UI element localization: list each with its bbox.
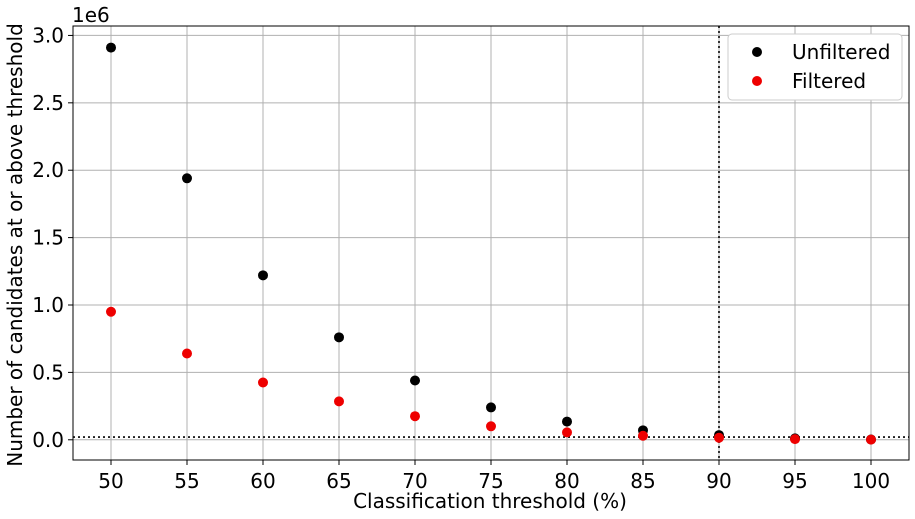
y-axis-offset-label: 1e6 bbox=[72, 3, 110, 27]
x-tick-label: 50 bbox=[98, 469, 123, 493]
x-tick-label: 60 bbox=[250, 469, 275, 493]
point-filtered bbox=[106, 306, 116, 317]
point-filtered bbox=[562, 427, 572, 438]
data-points bbox=[106, 42, 876, 445]
point-filtered bbox=[714, 432, 724, 443]
reference-lines bbox=[73, 26, 909, 460]
point-unfiltered bbox=[410, 375, 420, 386]
y-tick-label: 1.5 bbox=[32, 226, 64, 250]
x-tick-label: 55 bbox=[174, 469, 199, 493]
point-unfiltered bbox=[486, 402, 496, 413]
legend-label-unfiltered: Unfiltered bbox=[792, 40, 890, 64]
point-filtered bbox=[486, 421, 496, 432]
point-unfiltered bbox=[182, 173, 192, 184]
y-tick-label: 3.0 bbox=[32, 23, 64, 47]
point-unfiltered bbox=[106, 42, 116, 53]
y-tick-label: 0.0 bbox=[32, 428, 64, 452]
x-tick-label: 85 bbox=[630, 469, 655, 493]
point-unfiltered bbox=[562, 416, 572, 427]
legend: Unfiltered Filtered bbox=[727, 33, 903, 101]
point-filtered bbox=[182, 348, 192, 359]
x-tick-label: 95 bbox=[782, 469, 807, 493]
point-filtered bbox=[410, 411, 420, 422]
y-tick-label: 1.0 bbox=[32, 293, 64, 317]
point-unfiltered bbox=[258, 270, 268, 281]
point-filtered bbox=[866, 434, 876, 445]
legend-label-filtered: Filtered bbox=[792, 69, 866, 93]
y-tick-label: 2.0 bbox=[32, 158, 64, 182]
y-axis-title: Number of candidates at or above thresho… bbox=[3, 23, 27, 467]
legend-marker-filtered bbox=[752, 76, 762, 86]
y-tick-label: 2.5 bbox=[32, 91, 64, 115]
y-tick-label: 0.5 bbox=[32, 360, 64, 384]
x-tick-label: 75 bbox=[478, 469, 503, 493]
y-axis-ticks: 0.0 0.5 1.0 1.5 2.0 2.5 3.0 bbox=[32, 23, 73, 452]
point-filtered bbox=[258, 377, 268, 388]
point-unfiltered bbox=[334, 332, 344, 343]
point-filtered bbox=[334, 396, 344, 407]
x-tick-label: 100 bbox=[852, 469, 890, 493]
x-tick-label: 65 bbox=[326, 469, 351, 493]
x-tick-label: 80 bbox=[554, 469, 579, 493]
x-axis-title: Classification threshold (%) bbox=[353, 489, 627, 513]
x-tick-label: 70 bbox=[402, 469, 427, 493]
x-tick-label: 90 bbox=[706, 469, 731, 493]
x-axis-ticks: 50 55 60 65 70 75 80 85 90 95 100 bbox=[98, 460, 890, 493]
point-filtered bbox=[638, 430, 648, 441]
legend-box bbox=[727, 33, 903, 101]
legend-marker-unfiltered bbox=[752, 47, 762, 57]
point-filtered bbox=[790, 434, 800, 445]
